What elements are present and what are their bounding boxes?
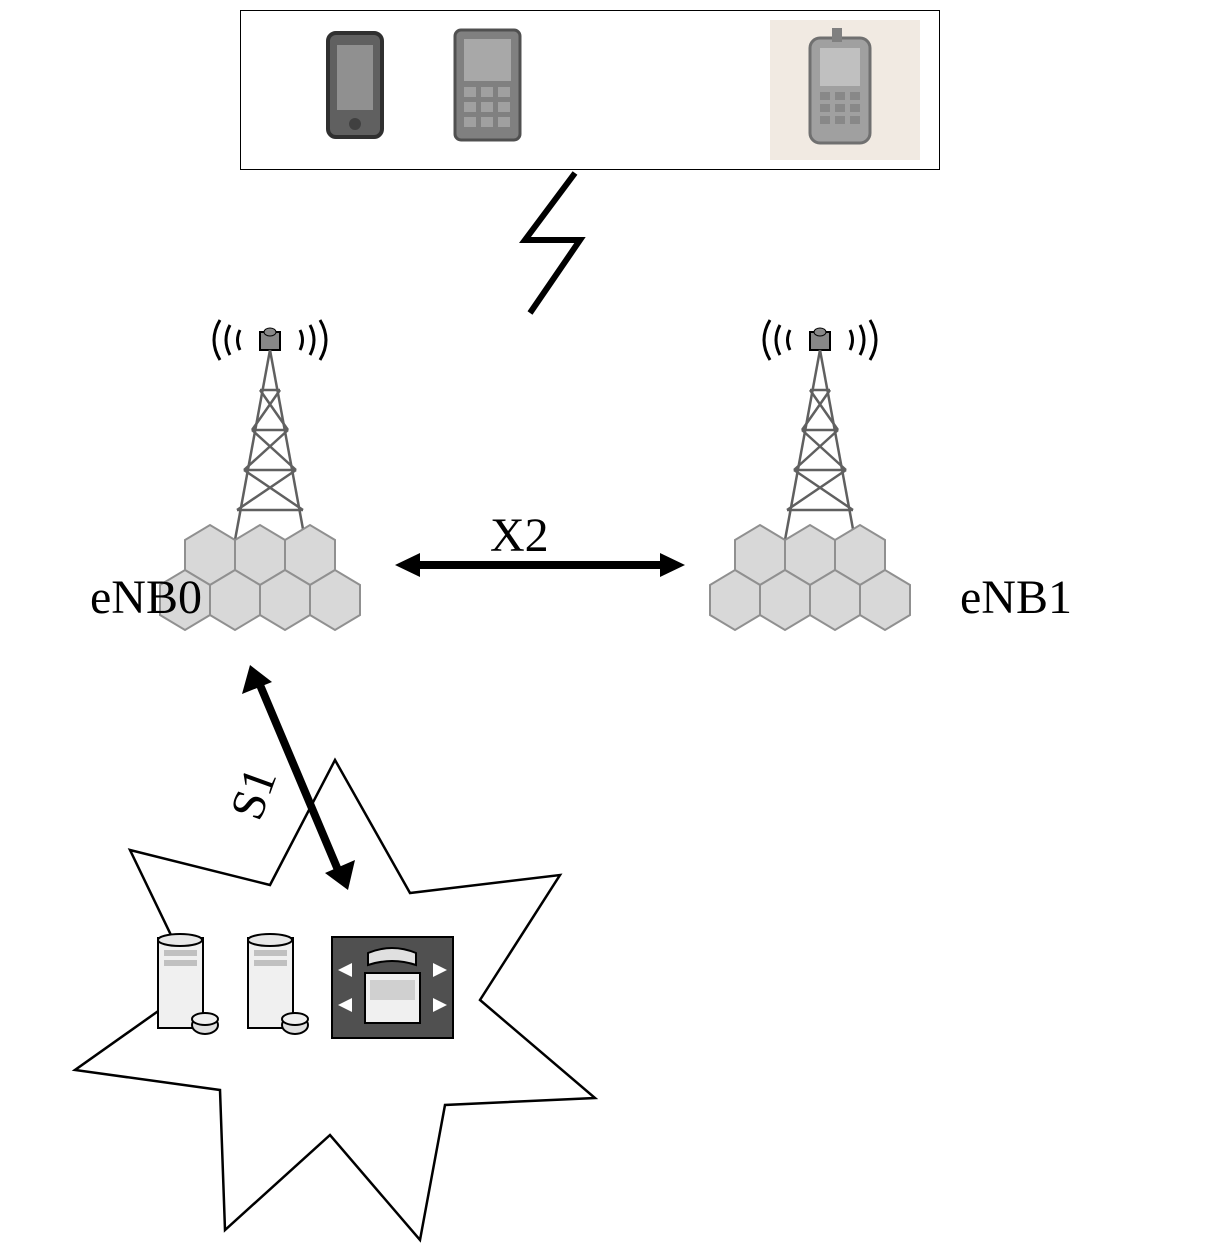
x2-label: X2 [490, 508, 549, 563]
pda-phone-icon [770, 20, 920, 160]
enb1-label: eNB1 [960, 570, 1072, 625]
enb0-label: eNB0 [90, 570, 202, 625]
server-1-icon [150, 930, 225, 1040]
server-2-icon [240, 930, 315, 1040]
wireless-link-icon [500, 168, 610, 318]
feature-phone-icon [450, 25, 525, 145]
enb1-tower [680, 310, 960, 650]
smartphone-icon [325, 30, 385, 140]
gateway-icon [330, 935, 455, 1040]
